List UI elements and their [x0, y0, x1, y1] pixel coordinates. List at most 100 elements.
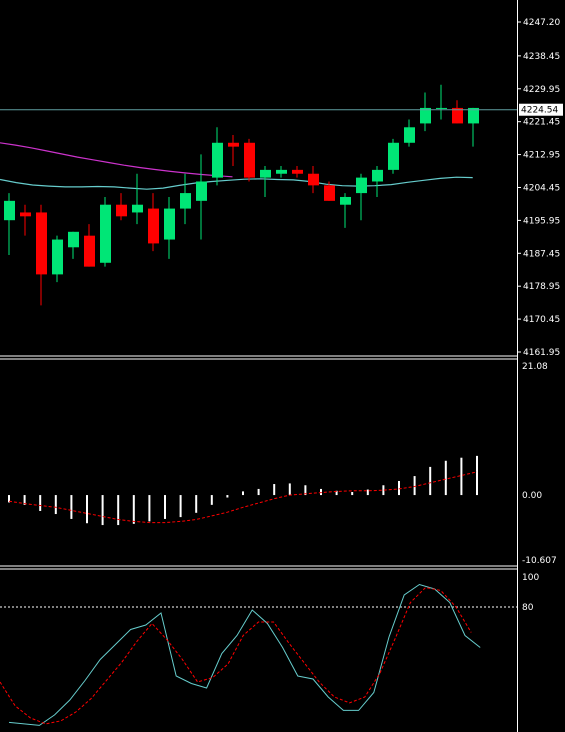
candle[interactable] [36, 204, 47, 306]
current-price-tag [519, 103, 563, 116]
price-tick-label: 4204.45 [523, 183, 560, 193]
candle[interactable] [196, 154, 207, 240]
candle-body [260, 169, 271, 178]
macd-bar [304, 485, 307, 496]
candle-body [36, 212, 47, 275]
candle[interactable] [420, 92, 431, 132]
candle[interactable] [452, 100, 463, 124]
price-tick-label: 4221.45 [523, 118, 560, 128]
macd-bar [257, 488, 260, 496]
macd-bar [320, 488, 322, 496]
macd-bar [54, 495, 57, 515]
candle[interactable] [52, 235, 63, 283]
candle-body [244, 142, 255, 178]
macd-bar [70, 495, 73, 519]
candle[interactable] [164, 196, 175, 259]
macd-tick-label: -10.607 [522, 556, 557, 566]
candle[interactable] [68, 231, 79, 259]
macd-signal-line [8, 471, 478, 524]
macd-axis: 21.08 0.00 -10.607 [522, 362, 557, 566]
candle-body [356, 177, 367, 194]
candle[interactable] [292, 166, 303, 178]
macd-bar [148, 495, 151, 522]
macd-bar [226, 495, 229, 498]
candle-body [52, 239, 63, 275]
macd-bar [444, 460, 447, 496]
candle[interactable] [324, 181, 335, 201]
candle[interactable] [468, 107, 479, 147]
macd-bar [101, 495, 104, 526]
candle-body [228, 142, 239, 147]
macd-bar [23, 495, 26, 505]
macd-bar [351, 491, 354, 496]
candle[interactable] [100, 196, 111, 267]
candle-body [468, 107, 479, 124]
candle[interactable] [388, 138, 399, 174]
candle[interactable] [244, 138, 255, 182]
candle-body [132, 204, 143, 213]
macd-bar [273, 484, 276, 496]
candle-body [340, 196, 351, 205]
candle-body [372, 169, 383, 182]
candle[interactable] [84, 224, 95, 267]
macd-panel[interactable] [8, 455, 478, 526]
candle-body [276, 169, 287, 174]
candle[interactable] [436, 84, 447, 120]
macd-bar [8, 495, 10, 503]
macd-bar [429, 466, 432, 496]
price-tick-label: 4187.45 [523, 249, 560, 259]
macd-tick-label: 21.08 [522, 362, 548, 372]
ma-slow-line [0, 142, 233, 178]
candle-body [196, 181, 207, 201]
candle-body [452, 107, 463, 124]
stochastic-main-line [8, 583, 481, 726]
candle[interactable] [180, 173, 191, 225]
ma-fast-line [0, 176, 473, 190]
macd-bar [242, 491, 244, 496]
candle-body [404, 127, 415, 143]
candle[interactable] [308, 166, 319, 194]
candle[interactable] [340, 193, 351, 228]
price-tick-label: 4161.95 [523, 348, 560, 358]
candle[interactable] [260, 166, 271, 197]
candle[interactable] [148, 193, 159, 252]
candle-body [20, 212, 31, 217]
candle-body [4, 200, 15, 221]
macd-bar [164, 495, 166, 519]
macd-bar [476, 455, 478, 496]
price-tick-label: 4238.45 [523, 52, 560, 62]
candle-body [324, 185, 335, 201]
candle-body [164, 208, 175, 240]
macd-bar [413, 476, 416, 496]
current-price-label: 4224.54 [521, 106, 558, 116]
candle-body [308, 173, 319, 186]
stochastic-tick-label: 100 [522, 573, 539, 583]
macd-bar [195, 495, 198, 513]
macd-bar [460, 457, 463, 496]
stochastic-panel[interactable] [0, 583, 517, 726]
candle[interactable] [356, 173, 367, 221]
candle[interactable] [132, 173, 143, 225]
price-tick-label: 4247.20 [523, 18, 560, 28]
macd-bar [366, 489, 369, 496]
candle-body [212, 142, 223, 178]
candle[interactable] [276, 166, 287, 178]
candle-body [100, 204, 111, 263]
price-panel[interactable] [0, 84, 517, 306]
candle[interactable] [228, 135, 239, 166]
price-axis: 4247.20 4238.45 4229.95 4221.45 4212.95 4204.… [517, 18, 563, 358]
macd-bar [132, 495, 135, 524]
candle-body [68, 231, 79, 248]
candle[interactable] [20, 204, 31, 236]
candle[interactable] [404, 119, 415, 147]
candle-body [420, 107, 431, 124]
candle-body [388, 142, 399, 170]
macd-bar [398, 480, 400, 496]
macd-bar [117, 495, 120, 526]
candle[interactable] [372, 166, 383, 197]
candle[interactable] [4, 193, 15, 256]
candle[interactable] [116, 193, 127, 221]
candle[interactable] [212, 127, 223, 186]
macd-bar [86, 495, 88, 524]
